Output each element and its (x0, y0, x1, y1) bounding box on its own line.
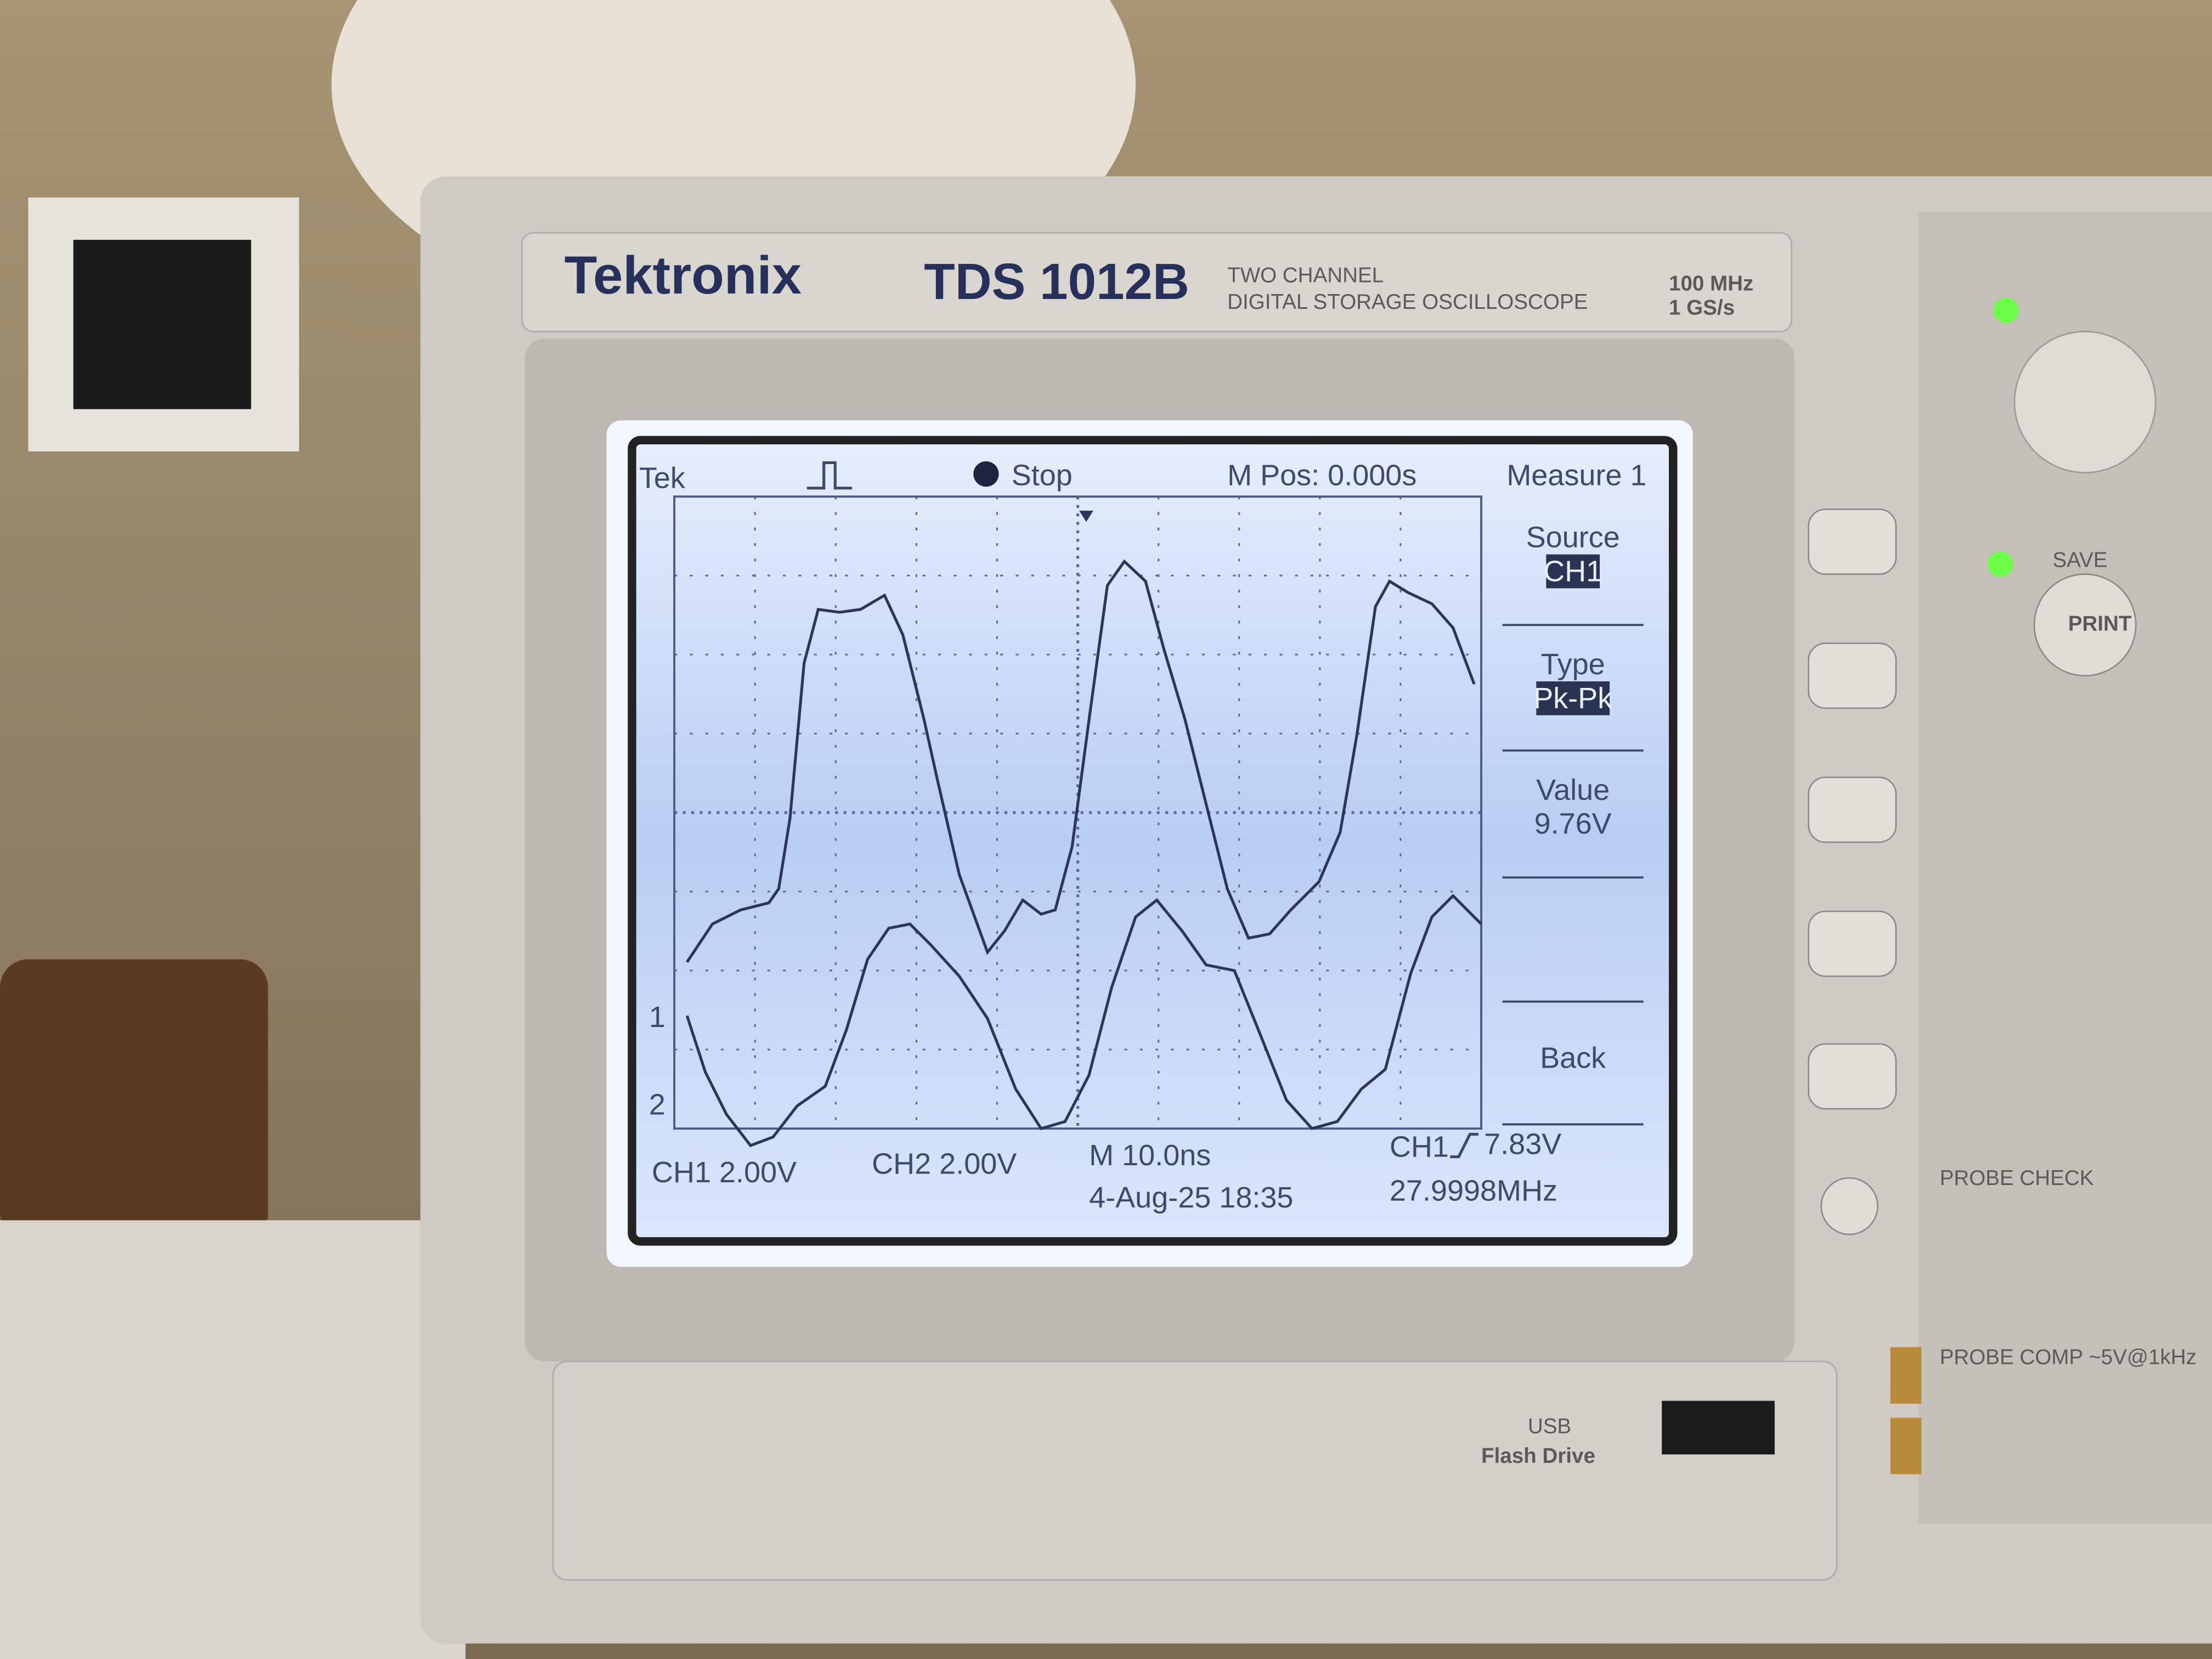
brand-name: Tektronix (565, 245, 802, 305)
trigger-source: CH1 (1390, 1131, 1449, 1164)
trigger-level: 7.83V (1484, 1127, 1561, 1160)
menu-value-box (1536, 681, 1610, 715)
ch1-scale: CH1 2.00V (652, 1156, 797, 1189)
led (1988, 551, 2013, 577)
probe-terminal (1890, 1347, 1922, 1404)
logo: Tek (639, 462, 686, 495)
bezel-button[interactable] (1808, 642, 1897, 709)
probe-comp-label: PROBE COMP ~5V@1kHz (1940, 1346, 2197, 1369)
description: TWO CHANNEL (1227, 263, 1384, 287)
lower-panel (552, 1361, 1838, 1581)
timestamp: 4-Aug-25 18:35 (1089, 1181, 1293, 1214)
spec: 1 GS/s (1669, 296, 1735, 319)
acq-icon (806, 461, 853, 490)
probe-terminal (1890, 1418, 1922, 1475)
led (1993, 297, 2019, 323)
menu-label: Source (1526, 521, 1620, 554)
menu-title: Measure 1 (1506, 459, 1646, 492)
menu-value: CH1 (1543, 555, 1602, 588)
usb-label: Flash Drive (1481, 1444, 1595, 1468)
knob[interactable] (2013, 331, 2157, 473)
chair (0, 959, 268, 1242)
bezel-button[interactable] (1808, 1043, 1897, 1110)
run-state: Stop (1012, 459, 1073, 492)
ch1-trace (686, 559, 1476, 963)
brand-strip (521, 232, 1793, 332)
stop-dot (973, 461, 999, 487)
menu-label: Value (1536, 774, 1610, 806)
print-label: PRINT (2068, 612, 2132, 635)
ch2-scale: CH2 2.00V (872, 1147, 1017, 1180)
bezel-button[interactable] (1808, 776, 1897, 843)
print-button[interactable] (2033, 573, 2137, 677)
usb-label: USB (1528, 1415, 1571, 1438)
model: TDS 1012B (924, 253, 1189, 310)
probe-check-button[interactable] (1820, 1177, 1878, 1235)
m-pos: M Pos: 0.000s (1227, 459, 1417, 492)
marker (73, 240, 251, 409)
ch2-trace (685, 894, 1482, 1148)
bezel-button[interactable] (1808, 509, 1897, 575)
ch2-marker: 2 (649, 1088, 665, 1121)
ch1-marker: 1 (649, 1001, 665, 1034)
description: DIGITAL STORAGE OSCILLOSCOPE (1227, 290, 1588, 314)
graticule-border (673, 495, 1482, 1130)
menu-label: Back (1540, 1042, 1606, 1075)
usb-port[interactable] (1662, 1401, 1775, 1455)
table (0, 1220, 466, 1659)
spec: 100 MHz (1669, 272, 1753, 296)
trigger-slope (1450, 1132, 1479, 1159)
menu-label: Type (1541, 648, 1605, 681)
timebase: M 10.0ns (1089, 1139, 1211, 1172)
menu-value: Pk-Pk (1533, 682, 1613, 715)
menu-value: 9.76V (1534, 808, 1612, 840)
trigger-position (1079, 510, 1093, 522)
frequency: 27.9998MHz (1390, 1174, 1558, 1207)
lcd (628, 436, 1678, 1246)
save-label: SAVE (2052, 549, 2107, 572)
probe-check-label: PROBE CHECK (1940, 1166, 2094, 1190)
menu-value-box (1546, 554, 1600, 589)
bezel-button[interactable] (1808, 910, 1897, 977)
